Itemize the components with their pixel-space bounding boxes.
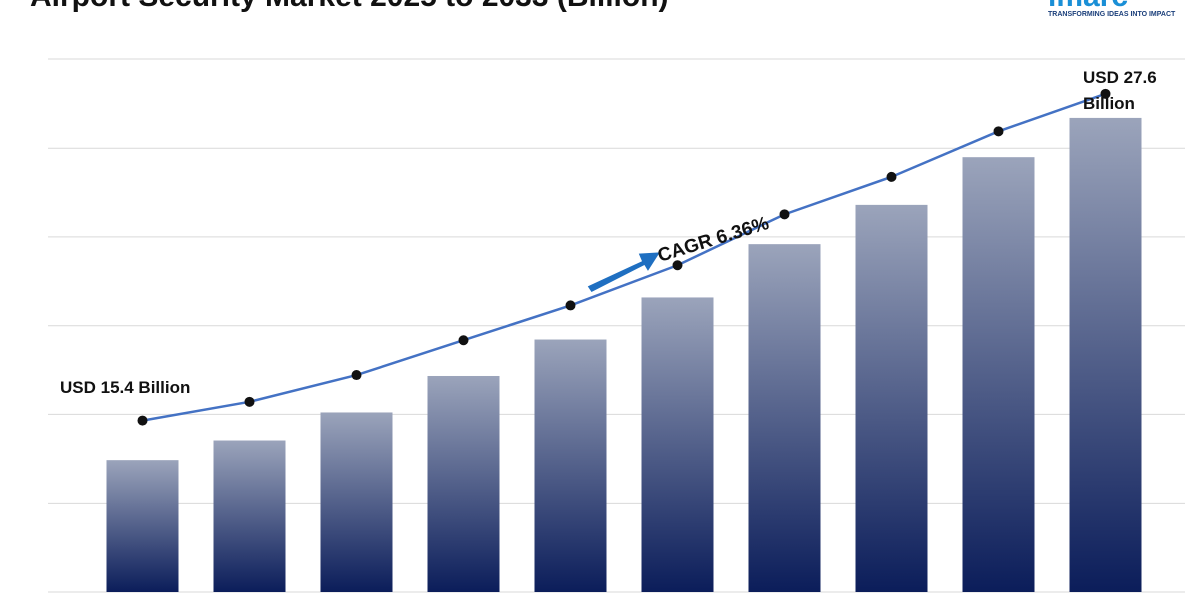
bar — [641, 297, 714, 592]
bar — [534, 339, 607, 592]
chart-title: Airport Security Market 2025 to 2033 (Bi… — [30, 0, 669, 13]
bar — [1069, 117, 1142, 593]
line-marker — [779, 209, 790, 220]
line-marker — [993, 126, 1004, 137]
bar — [748, 244, 821, 592]
end-label: Billion — [1083, 94, 1135, 113]
logo-tagline: TRANSFORMING IDEAS INTO IMPACT — [1048, 11, 1176, 18]
end-label: USD 27.6 — [1083, 68, 1157, 87]
cagr-arrow — [587, 252, 660, 292]
line-marker — [458, 335, 469, 346]
bar — [855, 204, 928, 592]
line-marker — [886, 171, 897, 182]
bar — [213, 440, 286, 592]
line-marker — [1100, 88, 1111, 99]
bar — [427, 375, 500, 592]
bar — [962, 157, 1035, 592]
trend-line — [142, 92, 1106, 422]
line-marker — [565, 300, 576, 311]
line-marker — [244, 396, 255, 407]
bar — [320, 412, 393, 592]
logo: imarc — [1048, 0, 1128, 13]
line-marker — [672, 260, 683, 271]
line-marker — [351, 370, 362, 381]
start-label: USD 15.4 Billion — [60, 378, 190, 397]
bar — [106, 460, 179, 592]
line-marker — [137, 415, 148, 426]
